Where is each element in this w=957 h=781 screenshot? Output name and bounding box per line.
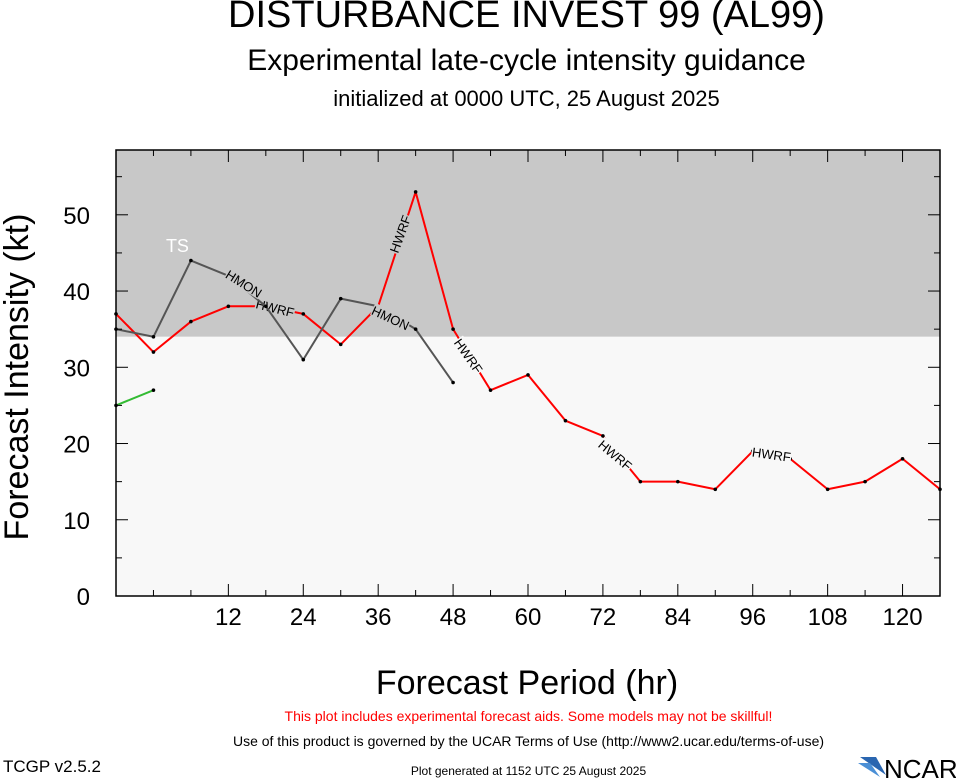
data-point xyxy=(226,304,231,309)
intensity-band-below-ts xyxy=(116,336,940,596)
x-tick-label: 48 xyxy=(440,604,467,631)
data-point xyxy=(338,296,343,301)
data-point xyxy=(451,380,455,385)
terms-of-use-text: Use of this product is governed by the U… xyxy=(232,733,825,749)
initialization-time: initialized at 0000 UTC, 25 August 2025 xyxy=(333,86,720,111)
x-tick-label: 108 xyxy=(808,604,848,631)
x-tick-label: 12 xyxy=(215,604,242,631)
data-point xyxy=(151,334,156,339)
data-point xyxy=(601,434,605,438)
data-point xyxy=(713,487,718,492)
y-tick-label: 20 xyxy=(63,432,90,459)
x-tick-label: 96 xyxy=(739,604,766,631)
y-tick-label: 30 xyxy=(63,355,90,382)
data-point xyxy=(676,479,680,484)
data-point xyxy=(189,258,193,263)
data-point xyxy=(151,350,156,354)
x-tick-label: 84 xyxy=(664,604,691,631)
data-point xyxy=(413,327,418,331)
series-line-model-2 xyxy=(115,389,154,407)
data-point xyxy=(413,190,418,194)
data-point xyxy=(338,342,343,347)
x-tick-label: 60 xyxy=(515,604,542,631)
data-point xyxy=(301,312,306,316)
ncar-logo: NCAR xyxy=(858,754,956,781)
x-tick-label: 120 xyxy=(883,604,923,631)
chart-title: DISTURBANCE INVEST 99 (AL99) xyxy=(228,0,825,36)
data-point xyxy=(638,479,643,484)
data-point xyxy=(863,479,867,484)
series-label-background xyxy=(370,302,412,332)
data-point xyxy=(488,388,493,392)
data-point xyxy=(563,418,568,423)
series-label-background xyxy=(223,266,265,300)
logo-text: NCAR xyxy=(884,754,956,781)
series-label-background xyxy=(596,436,636,473)
y-tick-label: 50 xyxy=(63,203,90,230)
logo-swoosh-inner-icon xyxy=(858,763,880,777)
y-tick-label: 0 xyxy=(77,584,90,611)
series-label-hwrf: HWRF xyxy=(750,444,793,465)
y-tick-label: 40 xyxy=(63,279,90,306)
series-label-background xyxy=(386,212,413,255)
data-point xyxy=(264,304,268,309)
disclaimer-text: This plot includes experimental forecast… xyxy=(284,708,773,724)
chart-subtitle: Experimental late-cycle intensity guidan… xyxy=(247,44,806,77)
data-point xyxy=(526,373,530,377)
series-label-background xyxy=(254,296,297,319)
data-point xyxy=(451,327,455,331)
series-label-background xyxy=(750,444,793,463)
x-tick-label: 72 xyxy=(590,604,617,631)
data-point xyxy=(151,388,156,392)
band-label-ts: TS xyxy=(166,236,189,256)
generated-timestamp: Plot generated at 1152 UTC 25 August 202… xyxy=(410,764,647,778)
y-axis-label: Forecast Intensity (kt) xyxy=(0,214,36,541)
x-tick-label: 36 xyxy=(365,604,392,631)
data-point xyxy=(189,319,193,324)
data-point xyxy=(825,487,830,492)
series-label-background xyxy=(452,335,486,376)
data-point xyxy=(301,357,306,362)
intensity-band-ts xyxy=(116,150,940,337)
x-axis-label: Forecast Period (hr) xyxy=(376,664,678,702)
logo-swoosh-icon xyxy=(860,757,886,775)
data-point xyxy=(900,456,905,461)
series-label-text: HWRF xyxy=(751,445,792,465)
x-tick-label: 24 xyxy=(290,604,317,631)
version-label: TCGP v2.5.2 xyxy=(3,757,101,776)
y-tick-label: 10 xyxy=(63,508,90,535)
